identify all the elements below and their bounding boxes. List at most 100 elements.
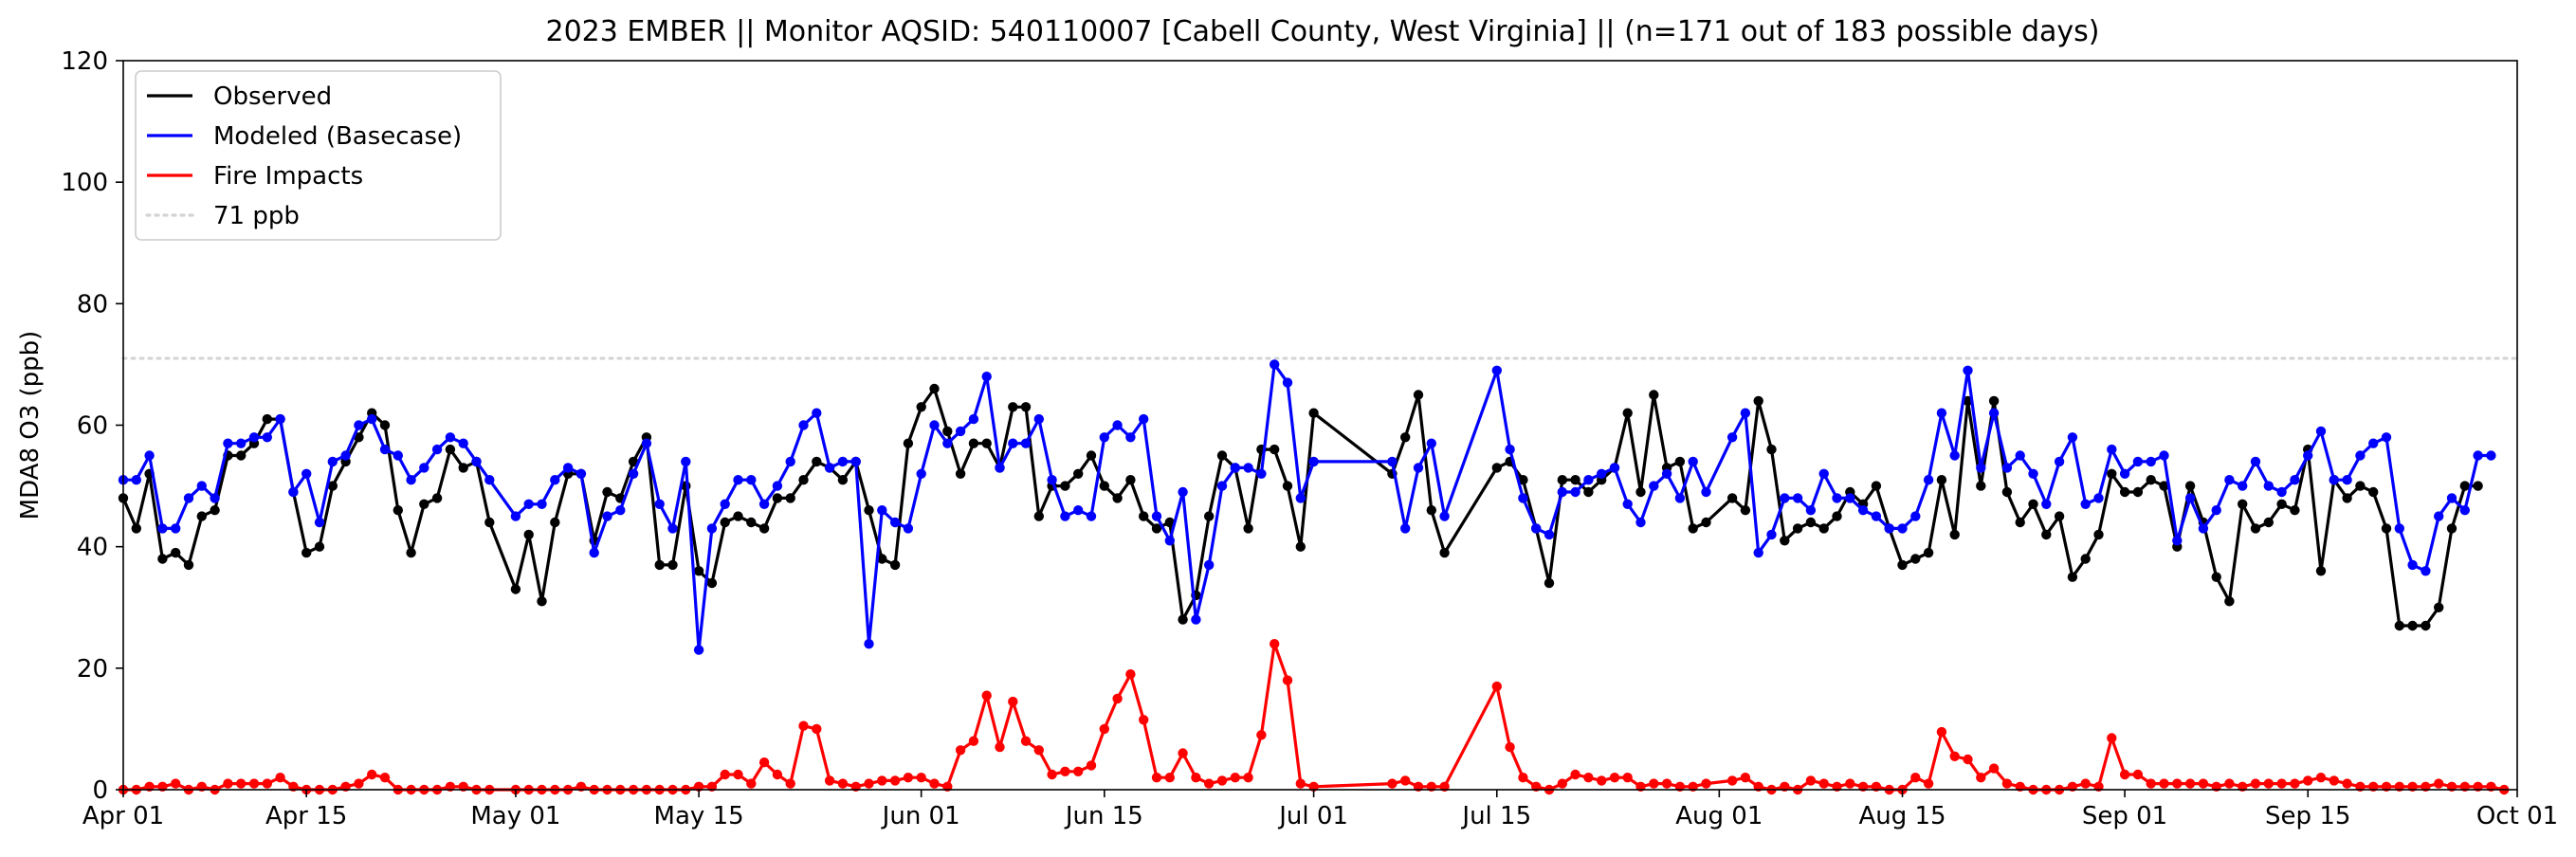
data-point-fire-impacts — [2159, 778, 2169, 789]
data-point-modeled-basecase — [1020, 438, 1032, 448]
data-point-modeled-basecase — [2041, 499, 2052, 509]
data-point-modeled-basecase — [589, 547, 599, 558]
data-point-modeled-basecase — [758, 499, 770, 509]
data-point-modeled-basecase — [929, 420, 940, 430]
data-point-modeled-basecase — [1060, 511, 1070, 521]
data-point-observed — [406, 547, 416, 558]
data-point-modeled-basecase — [2054, 456, 2065, 467]
data-point-fire-impacts — [1518, 773, 1528, 783]
data-point-observed — [693, 566, 704, 576]
series-line-modeled-basecase — [123, 362, 2492, 652]
data-point-modeled-basecase — [877, 505, 887, 516]
data-point-modeled-basecase — [2080, 499, 2091, 509]
data-point-modeled-basecase — [393, 450, 403, 461]
data-point-modeled-basecase — [1976, 463, 1986, 473]
data-point-observed — [1949, 529, 1960, 540]
legend: Observed Modeled (Basecase) Fire Impacts 71… — [135, 70, 502, 241]
data-point-modeled-basecase — [693, 645, 704, 655]
data-point-modeled-basecase — [523, 499, 534, 509]
data-point-modeled-basecase — [2250, 456, 2261, 467]
data-point-fire-impacts — [1505, 741, 1515, 753]
data-point-modeled-basecase — [1008, 438, 1018, 448]
data-point-modeled-basecase — [575, 468, 587, 479]
data-point-observed — [1583, 486, 1594, 498]
data-point-modeled-basecase — [1805, 505, 1817, 516]
data-point-observed — [1688, 523, 1698, 534]
data-point-modeled-basecase — [1544, 529, 1555, 540]
data-point-observed — [955, 468, 966, 479]
data-point-fire-impacts — [275, 773, 285, 783]
data-point-modeled-basecase — [2342, 475, 2352, 485]
data-point-modeled-basecase — [1518, 493, 1528, 503]
data-point-fire-impacts — [1125, 669, 1136, 680]
data-point-modeled-basecase — [340, 450, 351, 461]
data-point-observed — [1426, 505, 1437, 516]
data-point-modeled-basecase — [1884, 523, 1894, 534]
data-point-fire-impacts — [1387, 778, 1398, 789]
data-point-modeled-basecase — [1609, 463, 1620, 473]
data-point-modeled-basecase — [2355, 450, 2366, 461]
data-point-modeled-basecase — [1308, 456, 1319, 467]
data-point-fire-impacts — [1622, 773, 1633, 783]
data-point-modeled-basecase — [223, 438, 233, 448]
data-point-modeled-basecase — [1988, 408, 2000, 418]
data-point-modeled-basecase — [667, 523, 678, 534]
data-point-fire-impacts — [785, 778, 795, 789]
data-point-modeled-basecase — [955, 426, 966, 437]
data-point-fire-impacts — [2342, 778, 2352, 789]
data-point-modeled-basecase — [2146, 456, 2156, 467]
data-point-fire-impacts — [1949, 751, 1960, 761]
data-point-modeled-basecase — [746, 475, 757, 485]
data-point-observed — [2184, 481, 2196, 491]
data-point-observed — [157, 554, 168, 564]
data-point-fire-impacts — [2172, 778, 2183, 789]
data-point-fire-impacts — [2290, 778, 2300, 789]
data-point-modeled-basecase — [510, 511, 521, 521]
data-point-observed — [2159, 481, 2169, 491]
y-tick-label: 60 — [77, 412, 108, 441]
data-point-observed — [2093, 529, 2104, 540]
y-tick-label: 120 — [61, 47, 108, 76]
data-point-observed — [1622, 408, 1633, 418]
data-point-observed — [2355, 481, 2366, 491]
data-point-modeled-basecase — [1557, 486, 1568, 498]
data-point-modeled-basecase — [2028, 468, 2038, 479]
data-point-modeled-basecase — [1164, 536, 1176, 546]
data-point-observed — [1753, 395, 1763, 407]
x-tick-label: Sep 15 — [2265, 802, 2350, 830]
data-point-fire-impacts — [379, 773, 391, 783]
data-point-observed — [2368, 486, 2379, 498]
data-point-modeled-basecase — [2434, 511, 2444, 521]
data-point-modeled-basecase — [262, 432, 272, 443]
data-point-observed — [2028, 499, 2038, 509]
data-point-modeled-basecase — [419, 463, 429, 473]
data-point-fire-impacts — [1230, 773, 1241, 783]
data-point-fire-impacts — [864, 778, 874, 789]
data-point-fire-impacts — [2198, 778, 2209, 789]
data-point-modeled-basecase — [1413, 463, 1424, 473]
data-point-modeled-basecase — [1073, 505, 1084, 516]
legend-label: Fire Impacts — [213, 162, 363, 191]
data-point-modeled-basecase — [1701, 486, 1711, 498]
x-tick-label: Aug 01 — [1675, 802, 1763, 830]
data-point-fire-impacts — [995, 741, 1005, 753]
data-point-fire-impacts — [248, 778, 260, 789]
data-point-observed — [1086, 450, 1097, 461]
data-point-observed — [2263, 517, 2274, 528]
data-point-fire-impacts — [2303, 775, 2313, 786]
data-point-observed — [1295, 541, 1306, 552]
x-tick-label: Jun 15 — [1064, 802, 1143, 830]
data-point-fire-impacts — [1597, 775, 1607, 786]
y-tick-label: 100 — [61, 169, 108, 197]
series-points-modeled-basecase — [118, 359, 2496, 655]
data-point-observed — [1544, 577, 1555, 589]
data-point-modeled-basecase — [615, 505, 626, 516]
data-point-modeled-basecase — [1897, 523, 1908, 534]
data-point-modeled-basecase — [628, 468, 639, 479]
data-point-fire-impacts — [981, 690, 992, 701]
data-point-observed — [968, 438, 979, 448]
data-point-observed — [864, 505, 874, 516]
data-point-modeled-basecase — [1963, 365, 1973, 375]
data-point-fire-impacts — [1295, 778, 1306, 789]
data-point-fire-impacts — [1178, 748, 1188, 758]
